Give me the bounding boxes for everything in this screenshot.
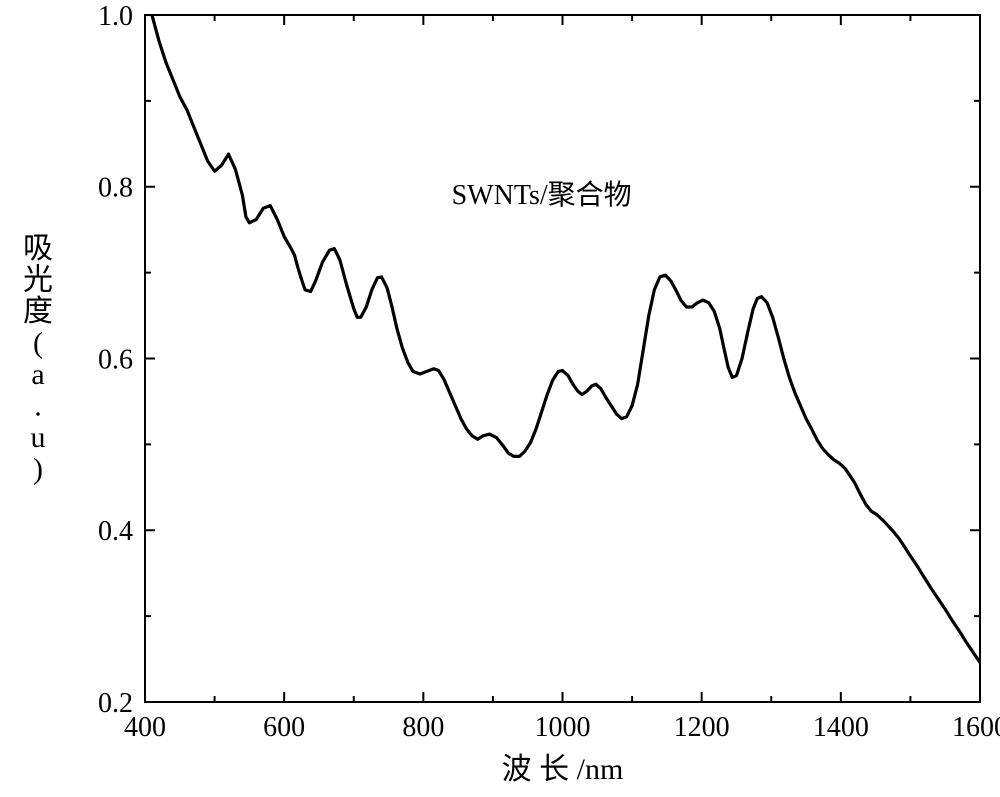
y-axis-label-char: 吸 (23, 232, 53, 265)
y-tick-label: 0.6 (98, 344, 133, 375)
x-tick-label: 1200 (674, 712, 730, 743)
y-tick-label: 0.2 (98, 688, 133, 719)
y-axis-label-char: . (34, 390, 42, 423)
x-tick-label: 1400 (813, 712, 869, 743)
y-tick-label: 0.8 (98, 173, 133, 204)
series-label: SWNTs/聚合物 (452, 179, 632, 211)
x-tick-label: 600 (263, 712, 305, 743)
y-axis-label-char: 光 (23, 264, 53, 297)
y-axis-label-char: u (31, 421, 46, 454)
x-tick-label: 1600 (952, 712, 1000, 743)
x-tick-label: 1000 (535, 712, 591, 743)
y-tick-label: 0.4 (98, 516, 133, 547)
y-tick-label: 1.0 (98, 1, 133, 32)
y-axis-label-char: ( (33, 327, 43, 360)
y-axis-label-char: a (31, 358, 44, 391)
chart-container: 40060080010001200140016000.20.40.60.81.0… (0, 0, 1000, 797)
chart-background (0, 0, 1000, 797)
y-axis-label-char: ) (33, 453, 43, 486)
y-axis-label-char: 度 (23, 295, 53, 328)
x-tick-label: 800 (402, 712, 444, 743)
x-axis-label: 波 长 /nm (502, 753, 624, 786)
absorbance-line-chart: 40060080010001200140016000.20.40.60.81.0… (0, 0, 1000, 797)
